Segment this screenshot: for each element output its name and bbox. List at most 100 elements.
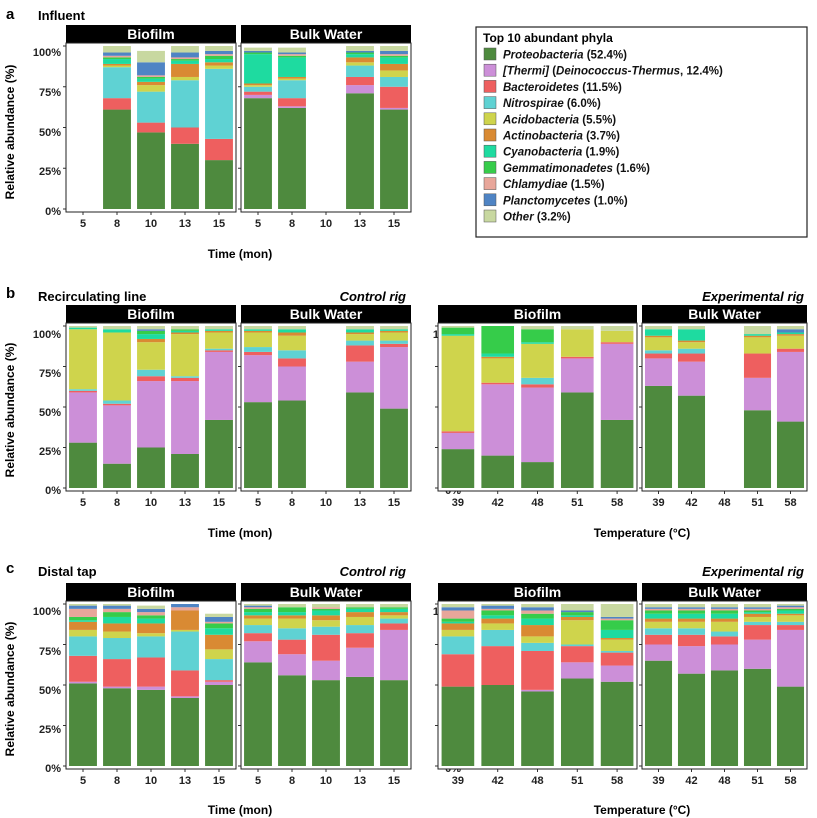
bar-segment-planctomycetes [710, 607, 739, 609]
bar-segment-cyanobacteria [278, 329, 306, 333]
bar-segment-bacteroidetes [278, 98, 306, 107]
bar-segment-other [137, 326, 165, 330]
bar-segment-acidobacteria [481, 358, 515, 383]
bar-segment-proteobacteria [710, 670, 739, 766]
bar-segment-cyanobacteria [312, 610, 340, 616]
bar-segment-nitrospirae [776, 621, 805, 626]
facet-strip-label: Bulk Water [290, 26, 363, 42]
bar-segment-acidobacteria [103, 65, 131, 68]
bar-segment-cyanobacteria [743, 334, 772, 336]
bar-segment-cyanobacteria [103, 329, 131, 333]
x-tick-label: 5 [80, 218, 86, 230]
bar-segment-bacteroidetes [560, 356, 594, 359]
facet-strip-label: Bulk Water [688, 584, 761, 600]
bar-segment-other [346, 46, 374, 51]
bar-segment-other [441, 326, 475, 328]
bar-segment-bacteroidetes [346, 345, 374, 362]
bar-segment-proteobacteria [312, 680, 340, 766]
bar-segment-proteobacteria [103, 463, 131, 488]
facet-c-exp-bulk: Bulk Water 39 42 48 51 58 [639, 583, 808, 787]
bar-segment-actinobacteria [171, 332, 199, 335]
bar-segment-cyanobacteria [677, 329, 706, 341]
x-tick-label: 8 [289, 218, 295, 230]
x-tick-label: 5 [80, 775, 86, 787]
legend-label: Acidobacteria (5.5%) [502, 114, 616, 126]
x-tick-label: 15 [388, 497, 400, 509]
facet-strip-label: Bulk Water [688, 306, 761, 322]
y-tick-label: 75% [39, 368, 61, 380]
facet-strip-label: Bulk Water [290, 306, 363, 322]
bar-segment-acidobacteria [521, 636, 554, 643]
bar-segment-other [312, 604, 340, 608]
bar-segment-cyanobacteria [710, 613, 739, 619]
facet-a-biofilm: Biofilm 5 8 10 13 15 [63, 25, 237, 230]
bar-segment-planctomycetes [278, 52, 306, 55]
bar-segment-bacteroidetes [710, 636, 739, 645]
bar-segment-gemmatimonadetes [776, 608, 805, 611]
legend-item: Actinobacteria (3.7%) [483, 128, 620, 143]
bar-segment-cyanobacteria [278, 57, 306, 77]
x-tick-label: 15 [388, 775, 400, 787]
bar-segment-cyanobacteria [244, 612, 272, 616]
x-tick-label: 42 [492, 497, 504, 509]
bar-segment-other [644, 604, 673, 608]
bar-segment-bacteroidetes [171, 670, 199, 697]
y-axis-title-a: Relative abundance (%) [3, 65, 17, 200]
bar-segment-bacteroidetes [677, 353, 706, 362]
bar-segment-proteobacteria [677, 673, 706, 766]
bar-segment-chlamydiae [171, 57, 199, 60]
bar-segment-acidobacteria [600, 639, 634, 651]
legend-swatch [483, 193, 497, 207]
facet-strip [66, 25, 236, 43]
bar-segment-cyanobacteria [346, 54, 374, 58]
bar-segment-thermi [560, 358, 594, 393]
y-ticks-a: 0% 25% 50% 75% 100% [33, 47, 61, 218]
facet-frame [641, 600, 808, 770]
bar-segment-planctomycetes [600, 616, 634, 619]
bar-segment-thermi [776, 629, 805, 687]
bar-segment-thermi [137, 381, 165, 448]
x-tick-label: 48 [531, 497, 543, 509]
bar-segment-other [244, 47, 272, 51]
bar-segment-cyanobacteria [205, 628, 233, 635]
bar-segment-actinobacteria [205, 62, 233, 66]
bar-segment-acidobacteria [69, 629, 97, 637]
bar-segment-other [103, 604, 131, 606]
bar-segment-chlamydiae [278, 54, 306, 56]
bar-segment-proteobacteria [481, 685, 515, 766]
bar-segment-cyanobacteria [644, 613, 673, 619]
bar-segment-thermi [776, 351, 805, 422]
bar-segment-acidobacteria [441, 629, 475, 637]
bar-segment-bacteroidetes [743, 625, 772, 640]
facet-strip [66, 583, 236, 601]
bar-segment-cyanobacteria [380, 57, 408, 64]
bar-segment-nitrospirae [521, 642, 554, 651]
bar-segment-cyanobacteria [69, 620, 97, 622]
bar-segment-acidobacteria [776, 615, 805, 622]
bar-segment-gemmatimonadetes [137, 615, 165, 619]
panel-title-influent: Influent [38, 8, 86, 23]
facet-a-bulk: Bulk Water 5 8 10 13 15 [238, 25, 412, 230]
bar-segment-proteobacteria [441, 686, 475, 766]
x-tick-label: 5 [255, 497, 261, 509]
bar-segment-acidobacteria [244, 85, 272, 87]
facet-b-control-biofilm: Biofilm 5 8 10 13 15 [63, 305, 237, 509]
bar-segment-proteobacteria [600, 681, 634, 766]
bar-segment-bacteroidetes [137, 376, 165, 382]
legend-item: Cyanobacteria (1.9%) [483, 144, 620, 159]
bar-segment-gemmatimonadetes [380, 607, 408, 609]
bar-segment-acidobacteria [205, 332, 233, 349]
x-tick-label: 13 [354, 775, 366, 787]
bar-segment-cyanobacteria [441, 621, 475, 624]
bar-segment-thermi [278, 366, 306, 401]
y-tick-label: 100% [33, 329, 61, 341]
bar-segment-nitrospirae [244, 86, 272, 92]
bar-segment-proteobacteria [380, 109, 408, 209]
facet-strip [642, 305, 807, 323]
y-tick-label: 0% [45, 206, 61, 218]
x-tick-label: 51 [571, 497, 583, 509]
bar-segment-gemmatimonadetes [677, 610, 706, 614]
bar-segment-actinobacteria [244, 83, 272, 86]
x-tick-label: 58 [611, 497, 623, 509]
